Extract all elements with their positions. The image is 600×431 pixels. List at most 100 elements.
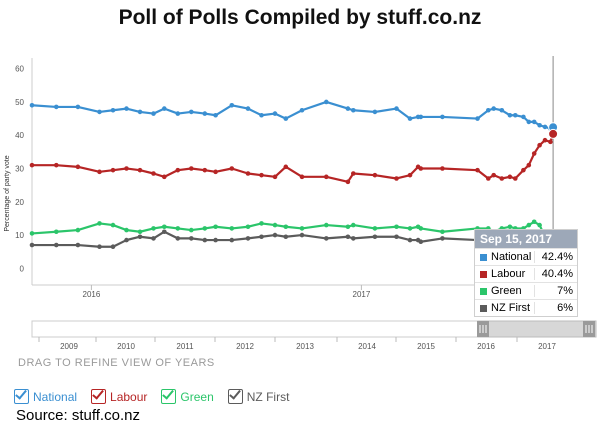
- x-tick-label: 2017: [353, 290, 371, 299]
- data-point: [345, 234, 351, 240]
- legend-toggle-green[interactable]: Green: [161, 389, 214, 404]
- y-axis: 0 10 20 30 40 50 60 Percentage of party vote: [4, 58, 33, 285]
- data-point: [345, 179, 351, 185]
- data-point: [475, 116, 480, 121]
- data-point: [189, 166, 194, 171]
- legend-toggle-nzfirst[interactable]: NZ First: [227, 389, 289, 404]
- data-point: [54, 104, 59, 110]
- data-point: [351, 171, 356, 176]
- data-point: [548, 139, 553, 145]
- data-point: [407, 226, 413, 231]
- y-tick-label: 30: [15, 165, 24, 174]
- series-line-labour: [32, 133, 555, 183]
- data-point: [245, 236, 251, 241]
- data-point: [283, 164, 289, 170]
- data-point: [29, 242, 35, 248]
- data-point: [259, 234, 264, 240]
- data-point: [202, 226, 208, 231]
- data-point: [542, 137, 548, 143]
- data-point: [162, 224, 167, 230]
- data-point: [54, 162, 59, 168]
- data-point: [202, 167, 208, 173]
- drag-hint: DRAG TO REFINE VIEW OF YEARS: [18, 357, 215, 369]
- data-point: [202, 237, 208, 243]
- tooltip-party: Green: [491, 285, 522, 297]
- data-point: [394, 234, 399, 240]
- data-point: [299, 174, 305, 180]
- data-point: [407, 172, 413, 178]
- legend-toggle-national[interactable]: National: [14, 389, 77, 404]
- data-point: [475, 167, 480, 173]
- data-point: [245, 224, 251, 230]
- y-tick-label: 50: [15, 98, 24, 107]
- data-point: [394, 106, 399, 111]
- navigator-year-label: 2009: [60, 342, 78, 351]
- data-point: [324, 174, 329, 180]
- checkbox-checked-icon[interactable]: [227, 389, 243, 404]
- checkbox-checked-icon[interactable]: [14, 389, 29, 404]
- legend-toggle-labour[interactable]: Labour: [91, 389, 147, 404]
- checkbox-checked-icon[interactable]: [161, 389, 177, 404]
- navigator-year-label: 2015: [417, 342, 435, 351]
- data-point: [151, 171, 156, 176]
- data-point: [537, 142, 542, 148]
- data-point: [537, 122, 542, 128]
- data-point: [54, 242, 59, 248]
- data-point: [124, 237, 129, 243]
- data-point: [97, 109, 102, 115]
- data-point: [372, 172, 378, 178]
- data-point: [283, 116, 289, 121]
- data-point: [110, 244, 116, 250]
- legend-label: National: [33, 389, 78, 404]
- data-point: [324, 222, 329, 228]
- data-point: [213, 224, 218, 230]
- data-point: [110, 167, 116, 173]
- data-point: [213, 237, 218, 243]
- data-point: [245, 171, 251, 176]
- navigator-selection: [477, 320, 597, 338]
- data-point: [272, 174, 278, 180]
- data-point: [394, 224, 399, 230]
- data-point: [162, 229, 167, 235]
- data-point: [542, 124, 548, 130]
- data-point: [110, 107, 116, 113]
- data-point: [162, 174, 167, 180]
- year-navigator[interactable]: 2009 2010 2011 2012 2013 2014 2015 2016 2017: [31, 320, 597, 351]
- data-point: [229, 166, 235, 171]
- navigator-year-label: 2012: [236, 342, 254, 351]
- tooltip-row: National 42.4%: [475, 248, 577, 265]
- data-point: [189, 227, 194, 233]
- data-point: [175, 236, 181, 241]
- data-point: [283, 224, 289, 230]
- data-point: [499, 107, 505, 113]
- y-tick-label: 60: [15, 65, 24, 74]
- checkbox-checked-icon[interactable]: [91, 389, 107, 404]
- navigator-year-label: 2017: [538, 342, 556, 351]
- hover-tooltip: Sep 15, 2017 National 42.4% Labour 40.4%…: [474, 229, 578, 317]
- data-point: [29, 162, 35, 168]
- data-point: [440, 166, 445, 171]
- data-point: [151, 111, 156, 116]
- data-point: [229, 237, 235, 243]
- data-point: [124, 227, 129, 233]
- tooltip-party: National: [491, 251, 532, 263]
- data-point: [537, 222, 542, 228]
- nzfirst-swatch-icon: [480, 304, 487, 312]
- data-point: [531, 119, 537, 125]
- data-point: [372, 226, 378, 231]
- labour-swatch-icon: [480, 270, 487, 278]
- navigator-year-label: 2013: [296, 342, 314, 351]
- data-point: [137, 109, 143, 115]
- data-point: [29, 102, 35, 108]
- data-point: [351, 236, 356, 241]
- data-point: [499, 176, 505, 181]
- data-point: [175, 111, 181, 116]
- data-point: [213, 169, 218, 175]
- data-point: [283, 234, 289, 240]
- data-point: [229, 102, 235, 108]
- data-point: [491, 106, 497, 111]
- data-point: [75, 104, 81, 110]
- green-swatch-icon: [480, 287, 487, 295]
- data-point: [272, 111, 278, 116]
- navigator-year-label: 2014: [358, 342, 376, 351]
